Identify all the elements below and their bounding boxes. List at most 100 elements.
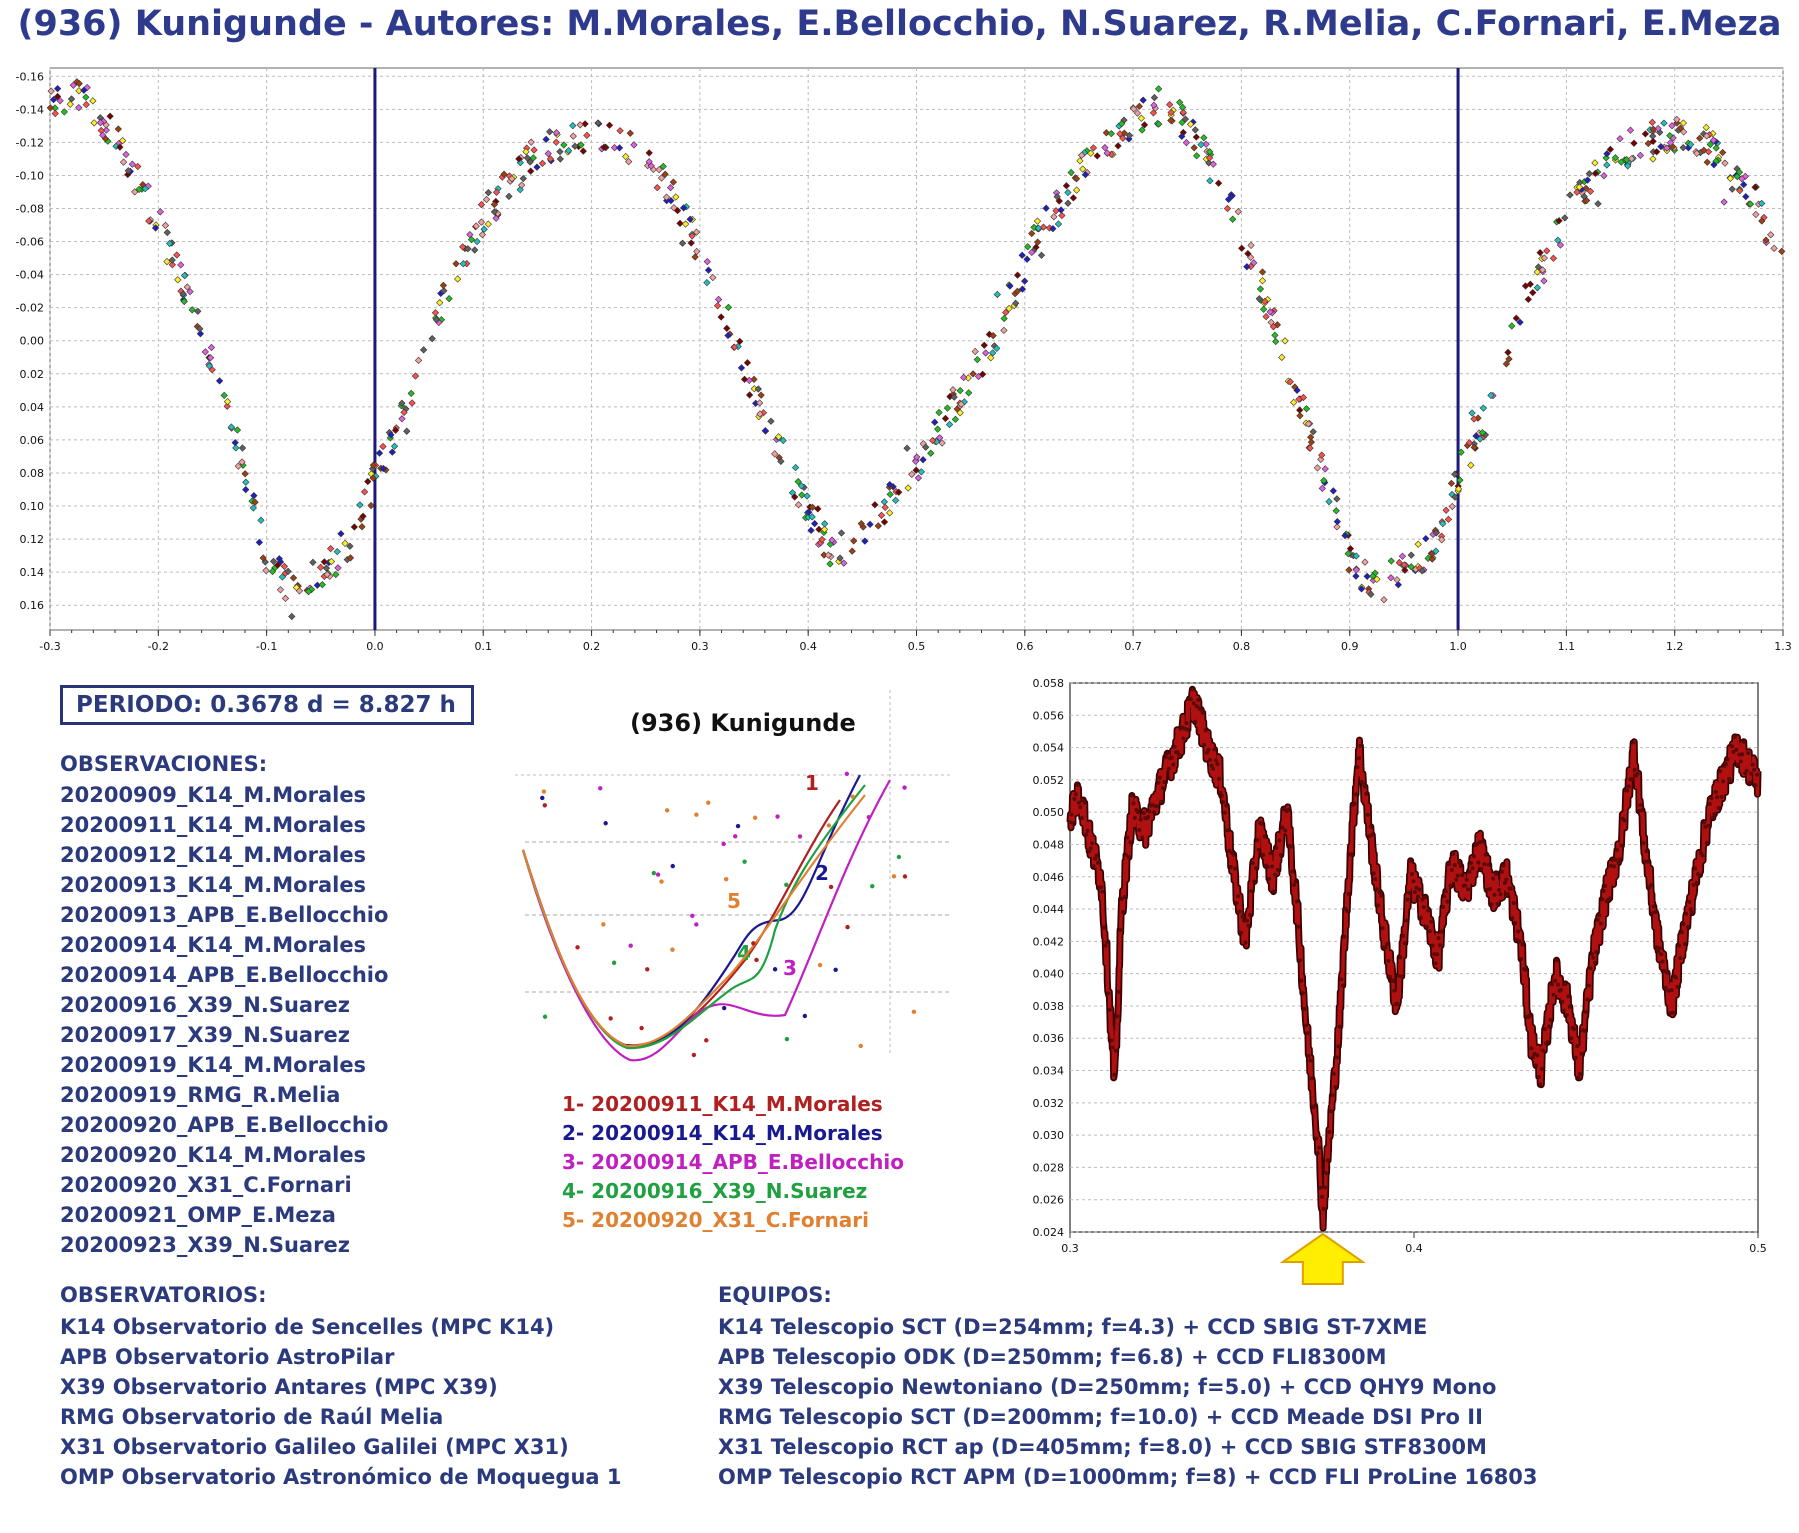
data-point [828, 536, 836, 544]
periodogram-point [1601, 889, 1606, 894]
data-point [519, 174, 527, 183]
data-point [1742, 193, 1750, 201]
x-tick-label: 0.6 [1016, 640, 1034, 653]
observation-item: 20200913_K14_M.Morales [60, 873, 367, 897]
x-tick-label: -0.3 [39, 640, 60, 653]
data-point [516, 186, 524, 194]
pg-y-tick-label: 0.026 [1033, 1194, 1065, 1207]
data-point [914, 474, 923, 482]
data-point [1256, 285, 1265, 293]
data-point [1033, 217, 1042, 225]
data-point [1197, 140, 1205, 149]
periodogram-point [1274, 845, 1279, 850]
periodogram-point [1445, 899, 1450, 904]
periodogram-point [1352, 801, 1357, 806]
periodogram-point [1191, 701, 1196, 706]
data-point [473, 237, 481, 246]
data-point [919, 456, 927, 464]
data-point [1735, 168, 1744, 176]
data-point [180, 297, 188, 306]
periodogram-point [1075, 782, 1080, 787]
data-point [1710, 161, 1718, 169]
data-point [931, 418, 939, 426]
data-point [166, 239, 174, 248]
y-tick-label: -0.10 [16, 169, 44, 182]
inset-point [639, 1025, 644, 1031]
periodogram-point [1701, 820, 1706, 825]
periodogram-point [1305, 1031, 1310, 1036]
periodogram-point [1514, 937, 1519, 942]
y-tick-label: 0.04 [20, 401, 45, 414]
data-point [969, 370, 977, 378]
data-point [814, 505, 822, 513]
data-point [556, 148, 564, 156]
data-point [704, 266, 713, 274]
periodogram-point [1296, 924, 1301, 929]
periodogram-point [1410, 871, 1415, 876]
data-point [119, 158, 128, 166]
data-point [1508, 322, 1516, 330]
data-point [1206, 177, 1214, 185]
data-point [818, 535, 826, 544]
periodogram-point [1163, 755, 1168, 760]
inset-series-line [521, 794, 866, 1048]
data-point [288, 612, 296, 621]
data-point [1261, 297, 1269, 306]
periodogram-point [1415, 894, 1420, 899]
periodogram-point [1124, 852, 1129, 857]
periodogram-point [1463, 883, 1468, 888]
data-point [89, 97, 97, 105]
data-point [866, 520, 874, 528]
data-point [1603, 161, 1611, 169]
periodogram-point [1072, 797, 1077, 802]
data-point [904, 484, 912, 492]
data-point [1738, 175, 1746, 183]
data-point [207, 343, 216, 352]
periodogram-point [1194, 704, 1199, 709]
data-point [605, 121, 614, 129]
data-point [179, 290, 187, 298]
data-point [66, 100, 74, 108]
observatory-item: OMP Observatorio Astronómico de Moquegua… [60, 1465, 622, 1489]
inset-point [817, 962, 823, 968]
data-point [1321, 465, 1329, 473]
data-point [459, 243, 467, 251]
data-point [1451, 493, 1459, 501]
data-point [686, 215, 694, 223]
page-title: (936) Kunigunde - Autores: M.Morales, E.… [17, 4, 1782, 44]
periodogram-point [1679, 930, 1684, 935]
periodogram-point [1421, 905, 1426, 910]
periodogram-point [1107, 1007, 1112, 1012]
data-point [945, 420, 954, 429]
data-point [1062, 182, 1071, 190]
data-point [234, 462, 242, 470]
inset-series-line [521, 774, 861, 1047]
periodogram-point [1538, 1082, 1543, 1087]
data-point [472, 222, 480, 230]
observation-item: 20200917_X39_N.Suarez [60, 1023, 350, 1047]
periodogram-point [1286, 807, 1291, 812]
periodogram-point [1662, 968, 1667, 973]
data-point [1333, 495, 1341, 503]
data-point [322, 564, 331, 572]
periodogram-point [1486, 862, 1491, 867]
data-point [1005, 304, 1013, 313]
periodogram-point [1573, 1055, 1578, 1060]
data-point [1720, 198, 1728, 206]
inset-point [598, 786, 603, 791]
period-box: PERIODO: 0.3678 d = 8.827 h [60, 685, 474, 725]
periodogram-point [1732, 734, 1737, 739]
data-point [791, 463, 800, 472]
periodogram-point [1082, 800, 1087, 805]
data-point [544, 150, 552, 158]
inset-point [690, 913, 695, 918]
periodogram-point [1119, 896, 1124, 901]
periodogram-point [1617, 857, 1622, 862]
periodogram-point [1255, 838, 1260, 843]
data-point [1549, 254, 1558, 262]
inset-point [850, 794, 855, 799]
periodogram-point [1398, 955, 1403, 960]
periodogram-point [1225, 828, 1230, 833]
periodogram-point [1715, 795, 1720, 800]
periodogram-point [1166, 766, 1171, 771]
